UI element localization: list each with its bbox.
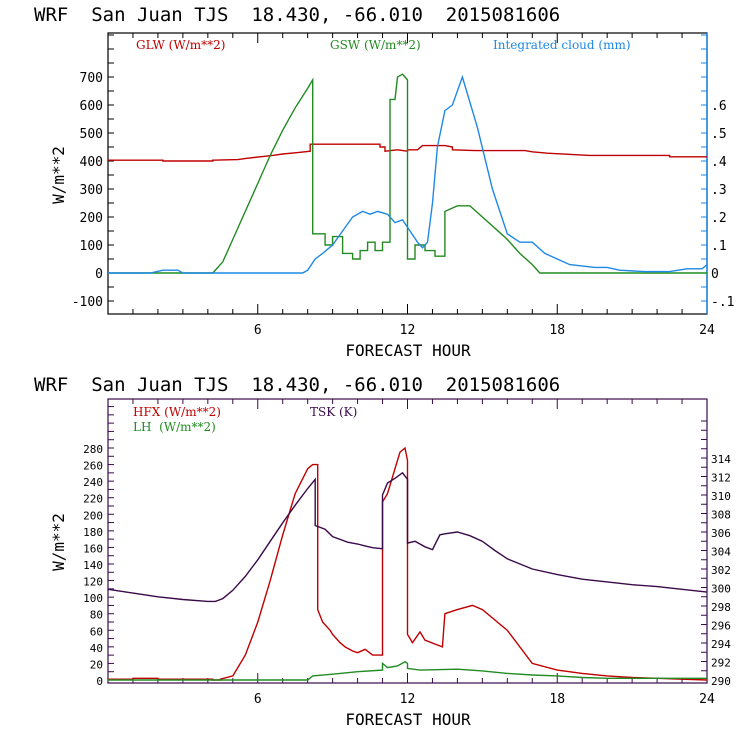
y2-tick-label: -.1 [711, 295, 734, 310]
top-x-ticks: 6 12 18 24 [132, 33, 715, 338]
y2-tick-label: 296 [711, 620, 731, 633]
y-tick-label: 0 [95, 267, 103, 282]
series-line-tsk [107, 471, 708, 603]
y-tick-label: 60 [90, 625, 103, 638]
y-tick-label: 0 [96, 675, 103, 688]
x-tick-label: 18 [549, 692, 565, 707]
bottom-y-axis-label: W/m**2 [49, 513, 68, 571]
y-tick-label: 280 [83, 443, 103, 456]
bottom-y-ticks: 0 20 40 60 80 100 120 140 160 180 200 220 240 260 280 [83, 406, 114, 688]
x-tick-label: 24 [699, 323, 715, 338]
y-tick-label: 200 [83, 509, 103, 522]
y-tick-label: 400 [80, 155, 103, 170]
y-tick-label: 20 [90, 658, 103, 671]
y-tick-label: 100 [83, 592, 103, 605]
y2-tick-label: 310 [711, 490, 731, 503]
y2-tick-label: 0 [711, 267, 719, 282]
bottom-y2-ticks: 290 292 294 296 298 300 302 304 306 308 310 312 314 [701, 420, 731, 688]
legend-glw: GLW (W/m**2) [136, 38, 225, 52]
legend-integrated-cloud: Integrated cloud (mm) [493, 38, 631, 52]
y-tick-label: 80 [90, 609, 103, 622]
y-tick-label: -100 [72, 295, 103, 310]
y2-tick-label: 290 [711, 675, 731, 688]
series-line-gsw [108, 73, 707, 274]
y2-tick-label: 300 [711, 583, 731, 596]
bottom-chart-title: WRF San Juan TJS 18.430, -66.010 2015081… [34, 374, 560, 396]
legend-gsw: GSW (W/m**2) [330, 38, 421, 52]
series-line-cloud [108, 74, 708, 274]
y2-tick-label: .3 [711, 183, 727, 198]
legend-tsk: TSK (K) [310, 405, 357, 419]
y-tick-label: 140 [83, 559, 103, 572]
x-tick-label: 12 [400, 692, 416, 707]
top-panel: WRF San Juan TJS 18.430, -66.010 2015081… [34, 4, 734, 360]
bottom-x-axis-label: FORECAST HOUR [345, 710, 471, 729]
top-series [108, 73, 708, 274]
y-tick-label: 160 [83, 542, 103, 555]
y-tick-label: 700 [80, 71, 103, 86]
y-tick-label: 240 [83, 476, 103, 489]
top-y-axis-label: W/m**2 [49, 146, 68, 204]
series-line-hfx [108, 446, 708, 681]
y2-tick-label: 308 [711, 509, 731, 522]
y2-tick-label: .4 [711, 155, 727, 170]
y-tick-label: 300 [80, 183, 103, 198]
y-tick-label: 40 [90, 642, 103, 655]
y-tick-label: 100 [80, 239, 103, 254]
legend-hfx: HFX (W/m**2) [133, 405, 221, 419]
bottom-panel: WRF San Juan TJS 18.430, -66.010 2015081… [34, 374, 731, 729]
legend-lh: LH (W/m**2) [133, 420, 216, 434]
y-tick-label: 180 [83, 526, 103, 539]
y2-tick-label: 298 [711, 601, 731, 614]
y2-tick-label: .6 [711, 99, 727, 114]
y-tick-label: 220 [83, 493, 103, 506]
y2-tick-label: .1 [711, 239, 727, 254]
x-tick-label: 24 [699, 692, 715, 707]
y2-tick-label: 292 [711, 657, 731, 670]
series-line-glw [108, 143, 707, 162]
x-tick-label: 12 [400, 323, 416, 338]
top-x-axis-label: FORECAST HOUR [345, 341, 471, 360]
bottom-x-ticks: 6 12 18 24 [132, 399, 715, 707]
y2-tick-label: 304 [711, 546, 731, 559]
x-tick-label: 18 [549, 323, 565, 338]
bottom-series [107, 446, 708, 681]
y-tick-label: 120 [83, 576, 103, 589]
x-tick-label: 6 [254, 692, 262, 707]
y2-tick-label: 306 [711, 527, 731, 540]
y2-tick-label: 294 [711, 638, 731, 651]
top-chart-title: WRF San Juan TJS 18.430, -66.010 2015081… [34, 4, 560, 26]
y-tick-label: 200 [80, 211, 103, 226]
y2-tick-label: 302 [711, 564, 731, 577]
y2-tick-label: 312 [711, 472, 731, 485]
y2-tick-label: .2 [711, 211, 727, 226]
y2-tick-label: .5 [711, 127, 727, 142]
series-line-lh [108, 660, 707, 681]
y2-tick-label: 314 [711, 453, 731, 466]
x-tick-label: 6 [254, 323, 262, 338]
y-tick-label: 500 [80, 127, 103, 142]
top-y-ticks: -100 0 100 200 300 400 500 600 700 [72, 34, 114, 310]
y-tick-label: 260 [83, 460, 103, 473]
top-y2-ticks: -.1 0 .1 .2 .3 .4 .5 .6 [701, 34, 734, 310]
y-tick-label: 600 [80, 99, 103, 114]
